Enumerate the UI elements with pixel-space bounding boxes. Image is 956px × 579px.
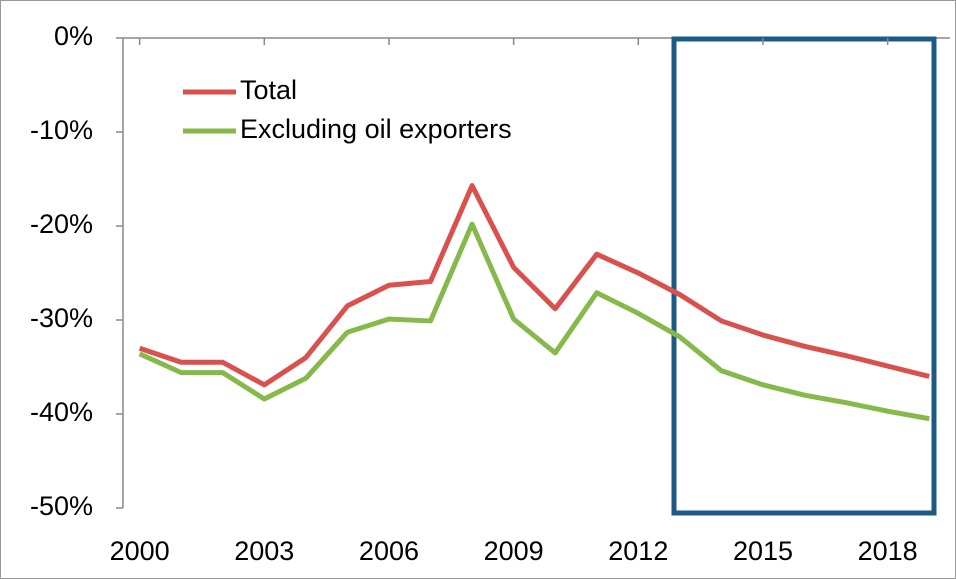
x-tick-label: 2009 [484,536,544,566]
y-tick-label: -10% [30,115,93,145]
series-line [138,183,930,388]
y-tick-label: -40% [30,397,93,427]
x-tick-label: 2012 [608,536,668,566]
x-tick-label: 2018 [858,536,918,566]
y-tick-label: -50% [30,491,93,521]
x-tick-label: 2015 [733,536,793,566]
legend-label: Excluding oil exporters [240,114,512,144]
y-tick-label: -30% [30,303,93,333]
series-line [138,221,930,422]
x-tick-label: 2006 [359,536,419,566]
x-tick-label: 2000 [110,536,170,566]
legend-label: Total [240,75,297,105]
y-tick-label: -20% [30,209,93,239]
y-tick-label: 0% [54,21,93,51]
x-tick-label: 2003 [234,536,294,566]
highlight-box [671,36,937,516]
